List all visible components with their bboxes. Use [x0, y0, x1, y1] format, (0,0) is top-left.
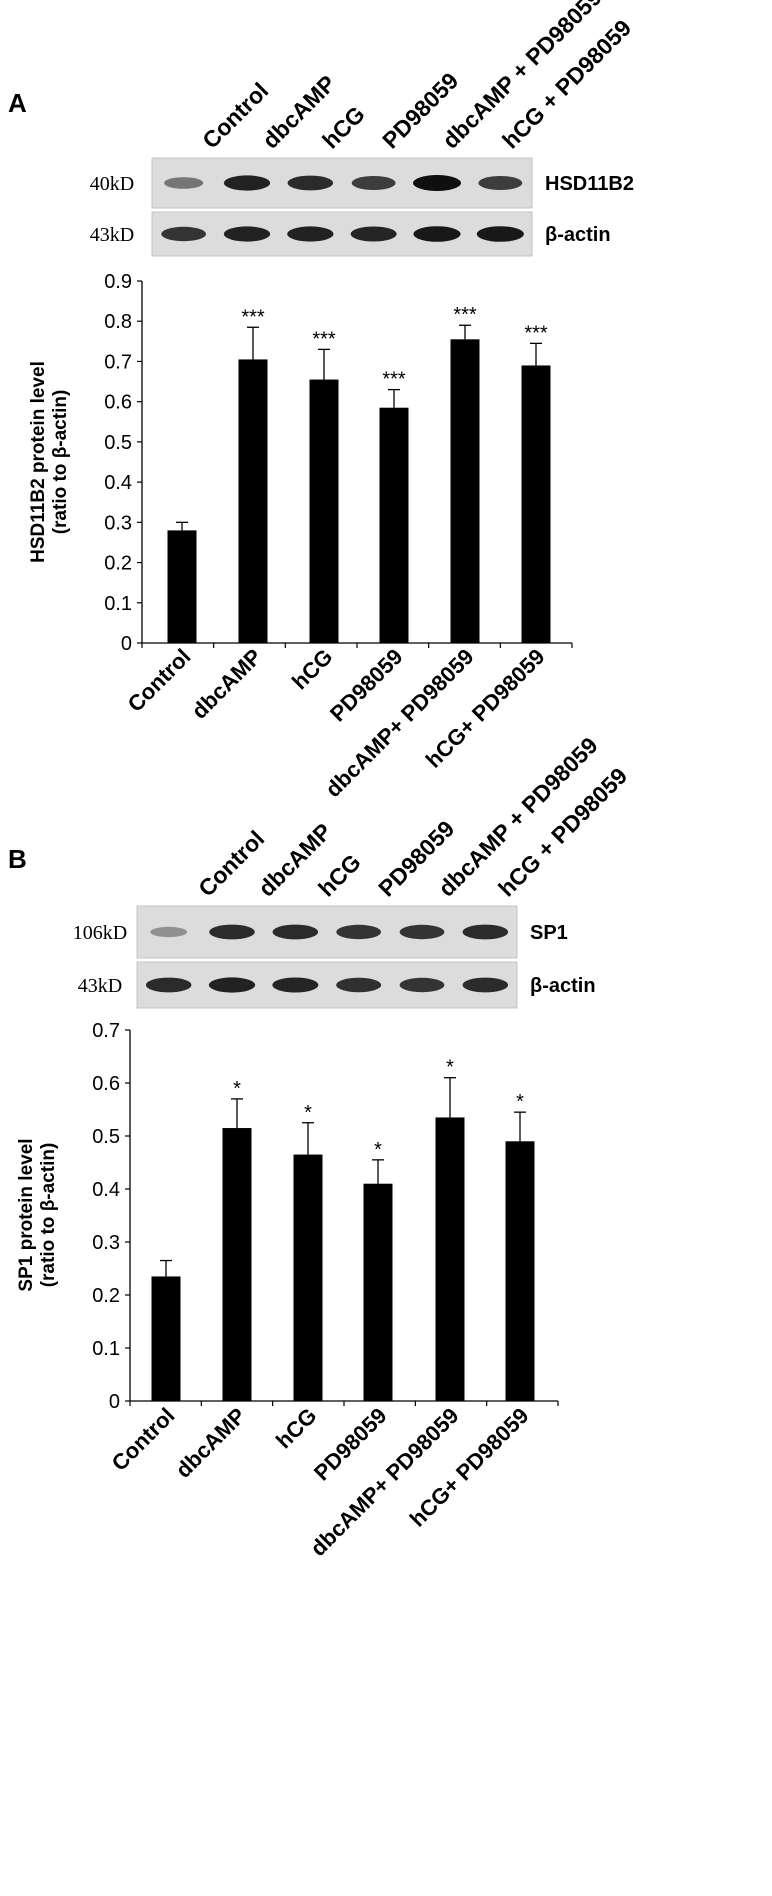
kd-label: 43kD — [78, 975, 122, 997]
y-tick-label: 0.3 — [104, 512, 132, 534]
bar — [238, 359, 268, 643]
y-tick-label: 0.7 — [104, 351, 132, 373]
significance-marker: *** — [524, 322, 548, 344]
y-tick-label: 0.5 — [104, 432, 132, 454]
y-tick-label: 0 — [121, 633, 132, 655]
y-tick-label: 0.7 — [92, 1020, 120, 1042]
bar — [521, 365, 551, 643]
y-axis-label-line1: HSD11B2 protein level — [28, 361, 49, 563]
bar — [379, 407, 409, 643]
band — [413, 226, 461, 242]
protein-label: SP1 — [530, 922, 568, 944]
bar — [505, 1141, 535, 1401]
band — [476, 226, 524, 242]
blot-strip — [136, 961, 518, 1009]
band — [209, 924, 255, 940]
y-tick-label: 0.8 — [104, 311, 132, 333]
y-tick-label: 0.9 — [104, 271, 132, 293]
band — [478, 176, 523, 190]
significance-marker: *** — [312, 328, 336, 350]
significance-marker: *** — [241, 306, 265, 328]
band — [208, 977, 256, 993]
band — [150, 926, 188, 938]
bar — [435, 1117, 465, 1401]
significance-marker: * — [233, 1078, 241, 1100]
protein-label: HSD11B2 — [545, 173, 634, 195]
y-axis-label: SP1 protein level (ratio to β-actin) — [16, 1138, 59, 1291]
band — [336, 977, 382, 993]
protein-label: β-actin — [545, 224, 611, 246]
y-tick-label: 0.1 — [92, 1338, 120, 1360]
y-tick-label: 0.6 — [104, 392, 132, 414]
y-axis-label-line2: (ratio to β-actin) — [50, 390, 71, 535]
band — [287, 175, 334, 191]
y-tick-label: 0.2 — [104, 553, 132, 575]
blot-strip — [151, 211, 533, 257]
blot-background — [136, 961, 518, 1009]
y-tick-label: 0.4 — [92, 1179, 120, 1201]
band — [164, 177, 204, 189]
band — [161, 226, 207, 242]
y-axis-label: HSD11B2 protein level (ratio to β-actin) — [28, 361, 71, 563]
band — [223, 175, 271, 191]
band — [223, 226, 271, 242]
bar — [293, 1154, 323, 1401]
significance-marker: *** — [382, 369, 406, 391]
y-axis-label-line2: (ratio to β-actin) — [38, 1143, 59, 1288]
y-tick-label: 0 — [109, 1391, 120, 1413]
kd-label: 40kD — [90, 173, 134, 195]
blot-background — [136, 905, 518, 959]
bar — [309, 379, 339, 643]
band — [413, 175, 461, 191]
kd-label: 43kD — [90, 224, 134, 246]
y-tick-label: 0.3 — [92, 1232, 120, 1254]
blot-background — [151, 211, 533, 257]
kd-label: 106kD — [73, 922, 127, 944]
panel-letter: B — [8, 844, 27, 874]
band — [145, 977, 192, 993]
significance-marker: * — [374, 1139, 382, 1161]
protein-label: β-actin — [530, 975, 596, 997]
band — [399, 977, 445, 993]
y-tick-label: 0.5 — [92, 1126, 120, 1148]
bar — [222, 1128, 252, 1401]
band — [272, 977, 319, 993]
blot-strip — [136, 905, 518, 959]
band — [350, 226, 397, 242]
blot-background — [151, 157, 533, 209]
panel-letter: A — [8, 88, 27, 118]
y-tick-label: 0.2 — [92, 1285, 120, 1307]
band — [287, 226, 334, 242]
significance-marker: * — [516, 1091, 524, 1113]
bar — [151, 1276, 181, 1401]
y-tick-label: 0.4 — [104, 472, 132, 494]
blot-strip — [151, 157, 533, 209]
band — [336, 924, 382, 940]
band — [462, 977, 509, 993]
band — [462, 924, 509, 940]
significance-marker: * — [446, 1057, 454, 1079]
y-tick-label: 0.6 — [92, 1073, 120, 1095]
y-axis-label-line1: SP1 protein level — [16, 1138, 37, 1291]
significance-marker: * — [304, 1102, 312, 1124]
band — [399, 924, 445, 940]
significance-marker: *** — [453, 304, 477, 326]
bar — [167, 530, 197, 643]
bar — [363, 1183, 393, 1401]
band — [272, 924, 319, 940]
band — [351, 176, 396, 190]
bar — [450, 339, 480, 643]
y-tick-label: 0.1 — [104, 593, 132, 615]
